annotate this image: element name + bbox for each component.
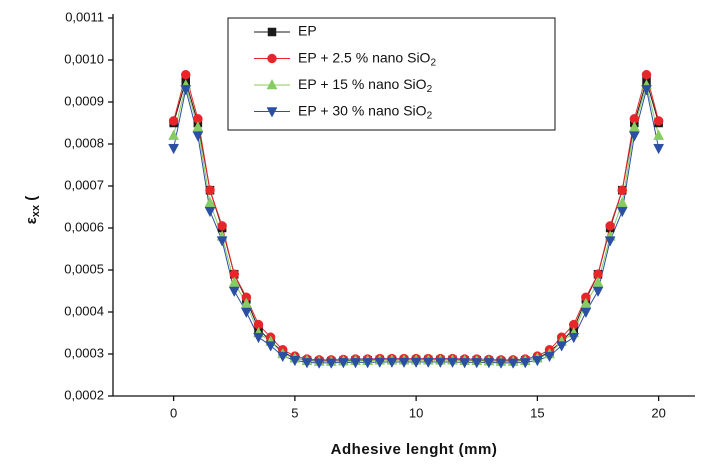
legend-marker [266, 78, 278, 90]
marker [653, 143, 665, 155]
marker [580, 307, 592, 319]
marker [253, 332, 264, 344]
marker [531, 356, 543, 367]
marker [362, 358, 374, 369]
legend-marker [267, 27, 277, 37]
marker [386, 357, 398, 369]
x-tick-label: 15 [530, 405, 544, 420]
marker [313, 358, 325, 369]
marker [228, 286, 240, 298]
marker [192, 121, 204, 132]
y-tick-label: 0,0011 [65, 9, 104, 24]
x-tick-label: 5 [291, 405, 298, 420]
marker [398, 357, 410, 369]
marker [628, 131, 640, 142]
legend-marker [267, 53, 277, 64]
marker [217, 221, 227, 231]
marker [519, 358, 531, 369]
y-tick-label: 0,0004 [64, 303, 104, 318]
legend-label: EP + 30 % nano SiO2 [298, 102, 433, 121]
x-axis-label: Adhesive lenght (mm) [331, 441, 498, 458]
marker [580, 297, 592, 308]
marker [604, 236, 616, 247]
marker [447, 357, 458, 369]
marker [192, 131, 204, 142]
x-tick-label: 0 [170, 405, 177, 420]
marker [204, 206, 216, 218]
marker [277, 351, 289, 363]
x-tick-label: 10 [409, 405, 423, 420]
marker [556, 341, 568, 352]
marker [422, 357, 434, 369]
marker [410, 357, 422, 369]
marker [617, 185, 627, 195]
marker [616, 206, 628, 218]
marker [605, 221, 615, 231]
marker [168, 129, 180, 140]
marker [216, 236, 228, 247]
y-tick-label: 0,0002 [64, 387, 104, 402]
marker [374, 357, 386, 369]
y-tick-label: 0,0006 [64, 219, 104, 234]
marker [265, 341, 277, 352]
marker [240, 307, 252, 319]
y-tick-label: 0,0010 [64, 51, 104, 66]
marker [168, 143, 180, 155]
marker [592, 276, 604, 287]
marker [204, 196, 216, 208]
marker [592, 286, 604, 298]
y-tick-label: 0,0009 [64, 93, 104, 108]
legend-marker [266, 107, 278, 118]
y-axis-label-sub: xx [30, 204, 42, 217]
marker [616, 196, 628, 208]
marker [205, 185, 215, 195]
marker [180, 85, 192, 96]
marker [471, 358, 483, 369]
y-axis-label-main: ε [23, 217, 40, 224]
legend-label: EP [298, 23, 317, 39]
y-tick-label: 0,0005 [64, 261, 104, 276]
marker [228, 276, 240, 287]
marker [628, 121, 640, 132]
marker [653, 116, 664, 126]
y-axis-label-tail: ( [23, 196, 40, 205]
marker [568, 332, 580, 344]
legend-label: EP + 15 % nano SiO2 [298, 76, 433, 95]
marker [168, 116, 179, 126]
marker [325, 358, 337, 369]
marker [289, 356, 301, 367]
marker [495, 358, 507, 369]
marker [301, 358, 313, 369]
marker [507, 358, 519, 369]
marker [653, 129, 665, 140]
y-tick-label: 0,0007 [64, 177, 104, 192]
x-tick-label: 20 [651, 405, 665, 420]
marker [240, 297, 252, 308]
marker [337, 358, 349, 369]
marker [350, 358, 361, 369]
y-tick-label: 0,0008 [64, 135, 104, 150]
marker [181, 69, 191, 80]
y-axis-label: εxx ( [23, 196, 42, 225]
marker [483, 358, 495, 369]
y-tick-label: 0,0003 [64, 345, 104, 360]
marker [641, 85, 652, 96]
marker [544, 351, 555, 363]
marker [434, 357, 446, 369]
marker [641, 69, 652, 80]
legend-label: EP + 2.5 % nano SiO2 [298, 49, 436, 68]
marker [459, 358, 471, 369]
